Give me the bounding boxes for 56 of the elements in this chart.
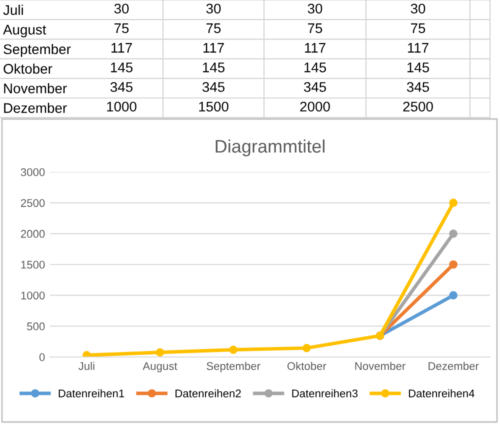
y-tick-label: 3000 — [20, 168, 45, 176]
data-label: 75 — [410, 23, 426, 34]
data-label: 2500 — [403, 102, 433, 112]
data-label: 2000 — [300, 102, 330, 112]
point — [302, 344, 311, 352]
data-label: 145 — [110, 62, 133, 72]
x-tick-label: Oktober — [287, 362, 326, 370]
y-tick-label: November — [4, 83, 67, 94]
point — [82, 350, 91, 357]
x-tick-label: November — [355, 362, 406, 370]
point — [449, 291, 458, 300]
data-label: 345 — [304, 82, 326, 92]
data-label: 1500 — [199, 102, 228, 112]
y-tick-label: Dezember — [4, 102, 67, 113]
y-tick-label: 0 — [39, 353, 45, 362]
y-tick-label: Oktober — [4, 64, 52, 74]
data-label: 145 — [304, 62, 326, 72]
x-tick-label: Juli — [78, 362, 94, 370]
data-label: 75 — [308, 23, 322, 34]
legend-label: Datenreihen2 — [176, 389, 241, 398]
y-tick-label: 1500 — [21, 260, 45, 269]
y-tick-label: 2500 — [20, 199, 45, 207]
legend-label: Datenreihen3 — [292, 389, 358, 398]
data-label: 117 — [203, 43, 224, 53]
point — [229, 346, 238, 354]
data-label: 117 — [408, 43, 428, 53]
legend-label: Datenreihen1 — [58, 389, 124, 398]
y-tick-label: 1000 — [21, 292, 45, 300]
point — [156, 348, 164, 357]
chart-title: Diagrammtitel — [216, 139, 324, 156]
y-tick-label: 2000 — [20, 230, 45, 238]
data-label: 117 — [304, 43, 326, 53]
data-label: 345 — [110, 82, 133, 92]
point — [449, 260, 458, 269]
data-label: 30 — [410, 4, 426, 14]
y-tick-label: September — [4, 44, 71, 57]
data-label: 75 — [114, 23, 129, 34]
data-label: 345 — [202, 82, 225, 92]
point — [449, 198, 458, 207]
point — [449, 230, 458, 238]
legend-label: Datenreihen4 — [408, 389, 474, 398]
data-label: 117 — [111, 43, 132, 53]
y-tick-label: August — [3, 24, 46, 38]
data-label: 75 — [206, 23, 221, 34]
data-label: 30 — [308, 4, 322, 14]
y-tick-label: 500 — [27, 322, 45, 330]
data-label: 345 — [406, 82, 430, 92]
y-tick-label: Juli — [3, 4, 23, 15]
x-tick-label: Dezember — [428, 362, 479, 370]
data-label: 1000 — [107, 102, 136, 112]
x-tick-label: August — [142, 362, 178, 372]
data-label: 145 — [407, 62, 430, 72]
data-label: 30 — [206, 4, 221, 14]
data-label: 30 — [114, 4, 129, 14]
x-tick-label: September — [206, 362, 260, 372]
data-label: 145 — [202, 62, 225, 72]
